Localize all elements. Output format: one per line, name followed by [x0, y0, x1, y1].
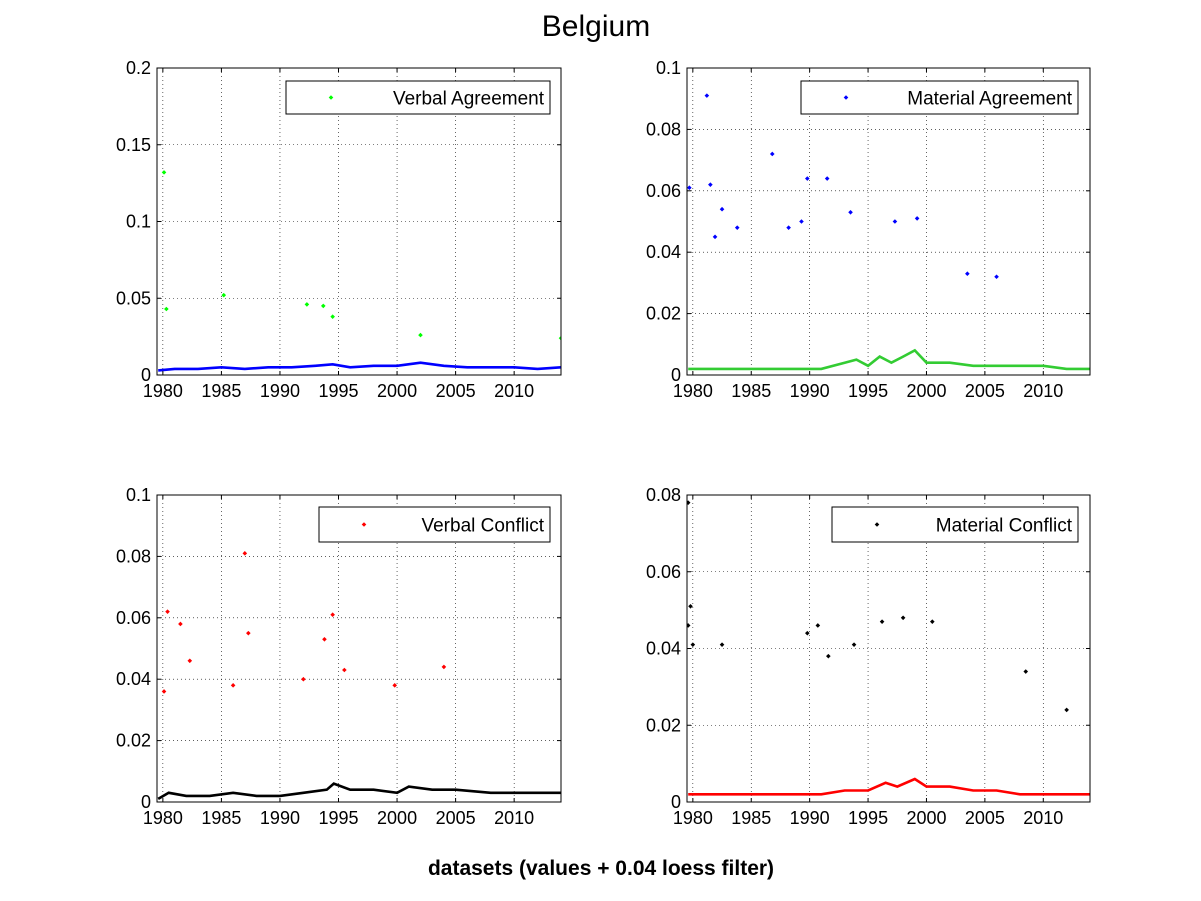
y-tick-label: 0.1 — [126, 212, 151, 232]
legend-label: Material Agreement — [907, 89, 1072, 110]
legend-label: Verbal Agreement — [393, 89, 545, 110]
outlier-point — [786, 225, 791, 230]
x-tick-label: 1990 — [260, 381, 300, 401]
outlier-point — [734, 225, 740, 230]
y-tick-label: 0.08 — [646, 119, 681, 139]
y-tick-label: 0.15 — [116, 135, 151, 155]
legend: Verbal Agreement — [285, 80, 551, 115]
axes-box — [686, 67, 1091, 376]
scatter-points — [687, 68, 1090, 373]
y-tick-label: 0.2 — [126, 58, 151, 78]
x-tick-label: 2000 — [377, 381, 417, 401]
chart-panel-2: 1980 1985 1990 1995 2000 2005 2010 0 0.02 0.04 0.0… — [646, 58, 1091, 401]
chart-panel-1: 1980 1985 1990 1995 2000 2005 2010 0 0.05 0.1 0.15… — [116, 58, 562, 401]
outlier-point — [719, 206, 725, 212]
outlier-point — [687, 185, 692, 191]
loess-line — [688, 348, 1090, 371]
x-tick-label: 2005 — [965, 381, 1005, 401]
outlier-point — [848, 209, 853, 215]
outlier-point — [824, 176, 830, 181]
x-tick-label: 1995 — [848, 381, 888, 401]
scatter-points — [157, 68, 561, 373]
outlier-point — [892, 219, 898, 224]
y-tick-label: 0.05 — [116, 288, 151, 308]
x-tick-label: 1985 — [731, 381, 771, 401]
data-layer — [157, 495, 561, 801]
outlier-point — [161, 170, 167, 175]
x-tick-label: 1980 — [143, 381, 183, 401]
figure-title: Belgium — [542, 10, 650, 43]
outlier-point — [769, 151, 775, 157]
outlier-point — [304, 302, 310, 307]
outlier-point — [805, 176, 810, 181]
outlier-point — [965, 271, 970, 276]
outlier-point — [708, 182, 713, 187]
legend-marker — [843, 95, 849, 100]
y-tick-label: 0 — [141, 365, 151, 385]
y-tick-label: 0.04 — [646, 242, 681, 262]
x-tick-label: 2010 — [1023, 381, 1063, 401]
outlier-point — [164, 306, 169, 312]
x-tick-label: 1995 — [318, 381, 358, 401]
data-layer — [687, 68, 1090, 373]
legend-marker — [328, 95, 334, 100]
chart-panel-3: 1980 1985 1990 1995 2000 2005 201000.020.040.0… — [116, 485, 562, 828]
outlier-point — [330, 314, 335, 319]
outlier-point — [712, 234, 718, 240]
y-tick-label: 0.1 — [656, 58, 681, 78]
outlier-point — [799, 219, 804, 224]
outlier-point — [914, 216, 920, 221]
x-tick-label: 1990 — [790, 381, 830, 401]
outlier-point — [704, 93, 710, 98]
x-tick-label: 1980 — [673, 381, 713, 401]
y-tick-label: 0.02 — [646, 304, 681, 324]
x-tick-label: 2005 — [436, 381, 476, 401]
loess-line — [158, 361, 561, 372]
outlier-point — [320, 303, 326, 309]
y-tick-label: 0.06 — [646, 181, 681, 201]
data-layer — [157, 68, 561, 373]
x-tick-label: 2000 — [906, 381, 946, 401]
scatter-points — [157, 495, 561, 800]
x-tick-label: 2010 — [494, 381, 534, 401]
legend: Material Agreement — [800, 80, 1079, 115]
x-tick-label: 1985 — [201, 381, 241, 401]
figure-xlabel: datasets (values + 0.04 loess filter) — [428, 857, 774, 880]
outlier-point — [558, 335, 561, 341]
outlier-point — [221, 292, 227, 298]
outlier-point — [994, 274, 999, 280]
y-tick-label: 0 — [671, 365, 681, 385]
outlier-point — [418, 332, 423, 338]
